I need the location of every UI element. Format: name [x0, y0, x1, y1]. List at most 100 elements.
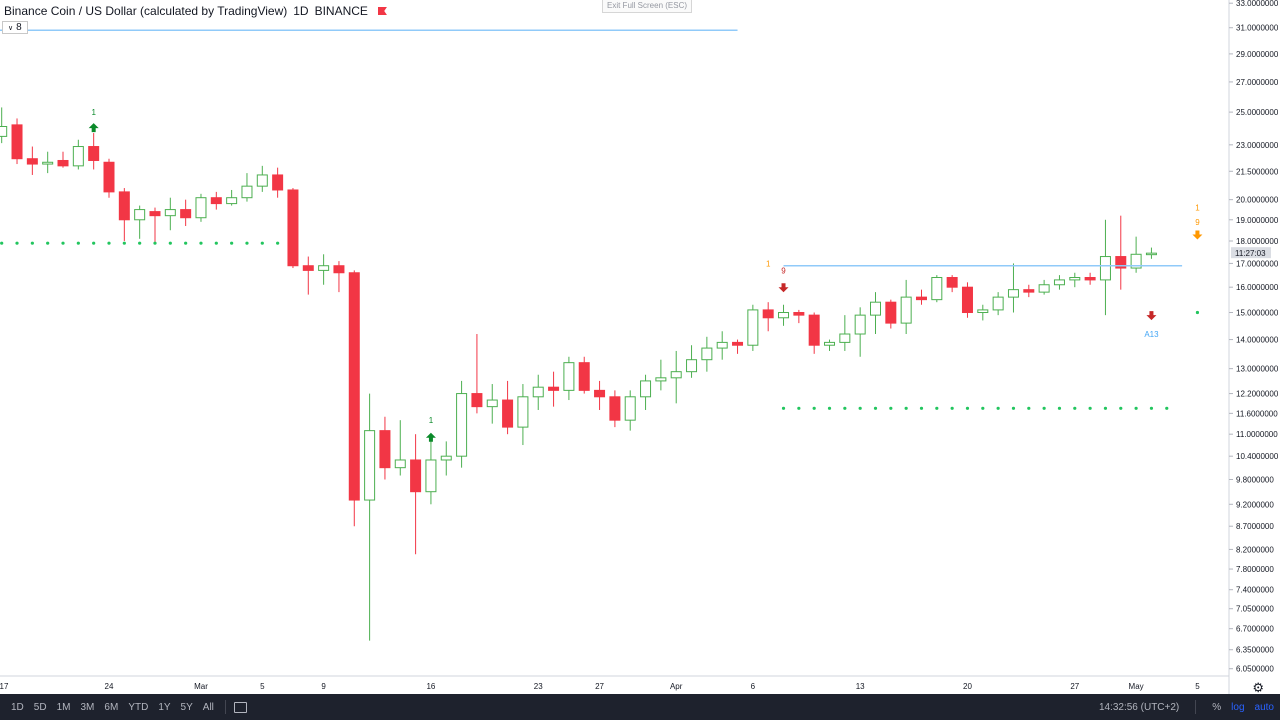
range-button-1m[interactable]: 1M [56, 701, 71, 713]
level-dot [1042, 406, 1046, 410]
candle-body [180, 209, 192, 219]
y-tick-label: 8.7000000 [1236, 522, 1274, 531]
log-scale-toggle[interactable]: log [1231, 701, 1245, 713]
exit-fullscreen-button[interactable]: Exit Full Screen (ESC) [602, 0, 693, 13]
candle-body [1007, 289, 1019, 298]
arrow-up-icon [88, 123, 99, 133]
level-dot [843, 406, 847, 410]
level-dot [873, 406, 878, 410]
candle-body [1038, 284, 1050, 293]
y-tick-label: 14.0000000 [1236, 336, 1279, 345]
signal-label: 9 [781, 266, 786, 275]
y-tick-label: 25.0000000 [1236, 108, 1279, 117]
interval-label[interactable]: 1D [293, 4, 309, 18]
y-tick-label: 13.0000000 [1236, 365, 1279, 374]
signal-label: 1 [91, 108, 96, 117]
signal-label: 1 [766, 259, 771, 268]
x-tick-label: 6 [751, 682, 756, 691]
candle-body [134, 209, 146, 221]
y-tick-label: 7.4000000 [1236, 586, 1274, 595]
range-button-5y[interactable]: 5Y [180, 701, 193, 713]
arrow-down-icon [1192, 230, 1203, 240]
candle-body [824, 341, 836, 346]
candle-body [915, 296, 927, 301]
level-dot [276, 241, 280, 245]
candle-body [624, 396, 636, 421]
level-dot [1119, 406, 1123, 410]
range-button-5d[interactable]: 5D [33, 701, 47, 713]
indicators-toggle[interactable]: ∨ 8 [2, 21, 28, 34]
level-dot [996, 406, 1000, 410]
level-dot [214, 241, 218, 245]
signal-label: 9 [1195, 218, 1200, 227]
level-dot [919, 406, 924, 410]
price-chart[interactable]: 1 1 9 1 A13 9 1 33.0000000 31.0000000 29.0000000… [0, 0, 1280, 694]
y-tick-label: 23.0000000 [1236, 141, 1279, 150]
candle-body [226, 197, 238, 205]
level-dot [245, 241, 249, 245]
level-dot [61, 241, 65, 245]
range-button-3m[interactable]: 3M [80, 701, 95, 713]
range-button-all[interactable]: All [202, 701, 214, 713]
y-tick-label: 7.0500000 [1236, 605, 1274, 614]
level-dot [1057, 406, 1062, 410]
x-tick-label: May [1129, 682, 1144, 691]
divider [224, 700, 226, 714]
y-tick-label: 6.7000000 [1236, 625, 1274, 634]
y-tick-label: 9.8000000 [1236, 476, 1274, 485]
candle-body [149, 211, 161, 217]
y-tick-label: 6.0500000 [1236, 665, 1274, 674]
candle-body [42, 161, 54, 165]
candle-body [1084, 277, 1096, 281]
candle-body [946, 277, 958, 288]
bottom-toolbar: 1D 5D 1M 3M 6M YTD 1Y 5Y All 14:32:56 (UTC+2) % … [0, 694, 1280, 720]
range-button-1d[interactable]: 1D [11, 701, 24, 713]
y-tick-label: 17.0000000 [1236, 259, 1279, 268]
candle-body [977, 309, 989, 314]
candle-body [456, 393, 468, 457]
candle-body [425, 459, 437, 493]
y-tick-label: 19.0000000 [1236, 216, 1279, 225]
auto-scale-toggle[interactable]: auto [1254, 701, 1274, 713]
y-tick-label: 18.0000000 [1236, 237, 1279, 246]
candle-body [578, 362, 590, 391]
candle-body [594, 389, 606, 398]
range-button-ytd[interactable]: YTD [128, 701, 149, 713]
y-tick-label: 27.0000000 [1236, 78, 1279, 87]
candle-body [364, 430, 376, 501]
range-button-1y[interactable]: 1Y [158, 701, 171, 713]
x-tick-label: 24 [105, 682, 114, 691]
candle-body [0, 125, 8, 137]
candle-body [1115, 256, 1127, 269]
candle-body [778, 312, 790, 319]
y-tick-label: 29.0000000 [1236, 50, 1279, 59]
level-dot [122, 241, 126, 245]
signal-label: 1 [1195, 204, 1200, 213]
candle-body [701, 347, 713, 361]
price-axis: 33.0000000 31.0000000 29.0000000 27.0000000… [1229, 0, 1279, 674]
level-dot [76, 241, 80, 245]
candle-body [26, 158, 38, 165]
level-dot [168, 241, 172, 245]
gear-icon[interactable]: ⚙ [1252, 680, 1264, 695]
range-button-6m[interactable]: 6M [104, 701, 119, 713]
y-tick-label: 9.2000000 [1236, 500, 1274, 509]
candle-body [732, 341, 744, 346]
y-tick-label: 10.4000000 [1236, 452, 1279, 461]
compare-icon[interactable] [233, 701, 247, 713]
level-dot [889, 406, 893, 410]
percent-scale-toggle[interactable]: % [1212, 701, 1222, 713]
candle-body [195, 197, 207, 219]
y-tick-label: 31.0000000 [1236, 24, 1279, 33]
current-price-badge [1231, 247, 1271, 259]
candle-body [72, 146, 84, 167]
candle-body [486, 399, 498, 408]
flag-icon[interactable] [377, 7, 387, 15]
level-dot [153, 241, 157, 245]
x-tick-label: 13 [856, 682, 865, 691]
candle-body [440, 455, 452, 461]
candle-body [57, 159, 69, 167]
candle-body [686, 359, 698, 373]
clock[interactable]: 14:32:56 (UTC+2) [1098, 701, 1180, 713]
level-dot [981, 406, 985, 410]
